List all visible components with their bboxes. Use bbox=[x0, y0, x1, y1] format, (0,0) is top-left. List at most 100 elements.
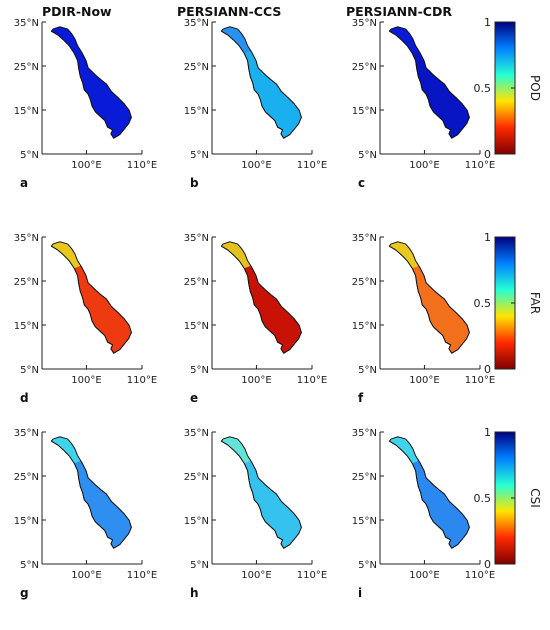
y-tick-label: 35°N bbox=[14, 18, 39, 29]
panel-label-d: d bbox=[20, 391, 29, 405]
x-tick-label: 110°E bbox=[127, 160, 157, 171]
colorbar-title: FAR bbox=[528, 292, 542, 314]
panel-label-i: i bbox=[358, 586, 362, 600]
x-tick-label: 100°E bbox=[71, 375, 101, 386]
y-tick-label: 25°N bbox=[184, 472, 209, 483]
x-tick-label: 100°E bbox=[241, 570, 271, 581]
y-tick-label: 5°N bbox=[190, 150, 209, 161]
y-tick-label: 5°N bbox=[20, 150, 39, 161]
panel-label-e: e bbox=[190, 391, 198, 405]
panel-label-f: f bbox=[358, 391, 364, 405]
y-tick-label: 5°N bbox=[20, 560, 39, 571]
basin-upper-region-i bbox=[389, 436, 419, 464]
x-tick-label: 100°E bbox=[71, 160, 101, 171]
x-tick-label: 110°E bbox=[297, 375, 327, 386]
x-tick-label: 100°E bbox=[241, 375, 271, 386]
basin-outline-c bbox=[388, 26, 470, 139]
y-tick-label: 35°N bbox=[184, 428, 209, 439]
basin-shape-a bbox=[50, 26, 132, 139]
y-tick-label: 5°N bbox=[20, 365, 39, 376]
y-tick-label: 25°N bbox=[14, 277, 39, 288]
map-panel-i: 35°N 25°N 15°N 5°N 100°E 110°E i bbox=[352, 428, 495, 600]
colorbar-far: 1 0.5 0 FAR bbox=[474, 231, 543, 376]
x-tick-label: 110°E bbox=[127, 375, 157, 386]
y-tick-label: 15°N bbox=[352, 106, 377, 117]
basin-upper-region-f bbox=[389, 241, 419, 269]
y-tick-label: 25°N bbox=[352, 62, 377, 73]
basin-shape-b bbox=[220, 26, 302, 139]
x-tick-label: 110°E bbox=[297, 570, 327, 581]
y-tick-label: 35°N bbox=[14, 233, 39, 244]
basin-outline-a bbox=[50, 26, 132, 139]
colorbar-csi: 1 0.5 0 CSI bbox=[474, 426, 543, 571]
y-tick-label: 5°N bbox=[358, 365, 377, 376]
basin-upper-region-c bbox=[389, 26, 419, 54]
colorbar-tick-label: 1 bbox=[484, 231, 491, 244]
y-tick-label: 15°N bbox=[14, 321, 39, 332]
basin-outline-b bbox=[220, 26, 302, 139]
x-tick-label: 110°E bbox=[465, 570, 495, 581]
x-tick-label: 100°E bbox=[409, 160, 439, 171]
basin-upper-region-a bbox=[51, 26, 81, 54]
basin-shape-c bbox=[388, 26, 470, 139]
x-tick-label: 100°E bbox=[71, 570, 101, 581]
basin-outline-h bbox=[220, 436, 302, 549]
y-tick-label: 15°N bbox=[184, 106, 209, 117]
basin-upper-region-h bbox=[221, 436, 251, 464]
y-tick-label: 25°N bbox=[352, 472, 377, 483]
map-panel-c: 35°N 25°N 15°N 5°N 100°E 110°E c bbox=[352, 18, 495, 190]
colorbar-tick-label: 0 bbox=[484, 558, 491, 571]
y-tick-label: 35°N bbox=[184, 18, 209, 29]
x-tick-label: 110°E bbox=[465, 375, 495, 386]
y-tick-label: 15°N bbox=[14, 516, 39, 527]
x-tick-label: 110°E bbox=[465, 160, 495, 171]
basin-outline-i bbox=[388, 436, 470, 549]
colorbar-pod: 1 0.5 0 POD bbox=[474, 16, 543, 161]
basin-shape-g bbox=[50, 436, 132, 549]
panel-label-h: h bbox=[190, 586, 199, 600]
y-tick-label: 5°N bbox=[190, 365, 209, 376]
x-tick-label: 100°E bbox=[241, 160, 271, 171]
basin-shape-i bbox=[388, 436, 470, 549]
map-panel-g: 35°N 25°N 15°N 5°N 100°E 110°E g bbox=[14, 428, 157, 600]
y-tick-label: 25°N bbox=[14, 62, 39, 73]
basin-outline-f bbox=[388, 241, 470, 354]
basin-outline-g bbox=[50, 436, 132, 549]
basin-shape-e bbox=[220, 241, 302, 354]
column-title-1: PDIR-Now bbox=[42, 4, 112, 19]
y-tick-label: 35°N bbox=[14, 428, 39, 439]
colorbar-tick-label: 0.5 bbox=[474, 297, 492, 310]
y-tick-label: 15°N bbox=[14, 106, 39, 117]
y-tick-label: 35°N bbox=[184, 233, 209, 244]
basin-upper-region-d bbox=[51, 241, 81, 269]
y-tick-label: 5°N bbox=[358, 560, 377, 571]
y-tick-label: 15°N bbox=[184, 516, 209, 527]
basin-outline-e bbox=[220, 241, 302, 354]
y-tick-label: 25°N bbox=[184, 62, 209, 73]
map-panel-e: 35°N 25°N 15°N 5°N 100°E 110°E e bbox=[184, 233, 327, 405]
map-panel-h: 35°N 25°N 15°N 5°N 100°E 110°E h bbox=[184, 428, 327, 600]
basin-upper-region-e bbox=[221, 241, 251, 269]
y-tick-label: 35°N bbox=[352, 18, 377, 29]
map-panel-b: 35°N 25°N 15°N 5°N 100°E 110°E b bbox=[184, 18, 327, 190]
panel-label-a: a bbox=[20, 176, 28, 190]
colorbar-tick-label: 1 bbox=[484, 16, 491, 29]
y-tick-label: 25°N bbox=[14, 472, 39, 483]
y-tick-label: 5°N bbox=[190, 560, 209, 571]
column-titles: PDIR-Now PERSIANN-CCS PERSIANN-CDR bbox=[42, 4, 452, 19]
colorbar-tick-label: 1 bbox=[484, 426, 491, 439]
y-tick-label: 25°N bbox=[184, 277, 209, 288]
basin-outline-d bbox=[50, 241, 132, 354]
colorbar-tick-label: 0.5 bbox=[474, 492, 492, 505]
colorbars: 1 0.5 0 POD 1 0.5 0 FAR 1 0.5 0 CSI bbox=[474, 16, 543, 571]
map-panel-f: 35°N 25°N 15°N 5°N 100°E 110°E f bbox=[352, 233, 495, 405]
basin-upper-region-g bbox=[51, 436, 81, 464]
y-tick-label: 15°N bbox=[352, 516, 377, 527]
y-tick-label: 35°N bbox=[352, 233, 377, 244]
y-tick-label: 15°N bbox=[352, 321, 377, 332]
panel-label-g: g bbox=[20, 586, 29, 600]
basin-shape-h bbox=[220, 436, 302, 549]
y-tick-label: 25°N bbox=[352, 277, 377, 288]
